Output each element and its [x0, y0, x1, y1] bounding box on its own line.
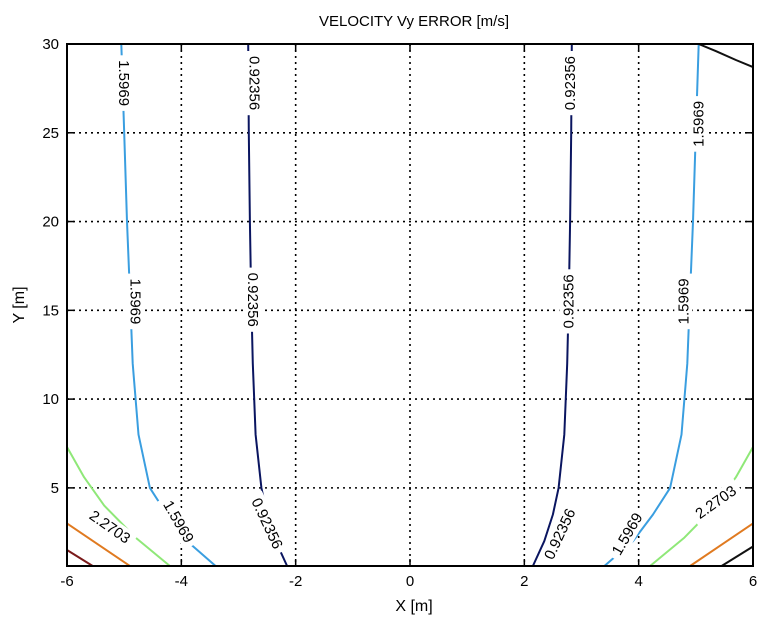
contour-label-bg [245, 51, 264, 116]
contour-label-text: 0.92356 [246, 56, 263, 110]
contour-label-text: 1.5969 [127, 278, 144, 324]
contour-label-bg [538, 501, 582, 567]
contour-label-text: 1.5969 [675, 278, 692, 324]
contour-line-5-0 [721, 545, 754, 567]
contour-label-bg [156, 493, 201, 551]
y-tick-label: 15 [42, 302, 59, 319]
x-axis-label: X [m] [395, 598, 432, 615]
contour-label-bg [81, 503, 138, 551]
y-tick-label: 30 [42, 36, 59, 53]
contour-line-2-0 [66, 446, 171, 567]
contour-label-0-4: 0.92356 [559, 269, 578, 334]
contour-label-bg [674, 273, 693, 330]
x-tick-label: -4 [175, 573, 188, 590]
contour-label-text: 0.92356 [560, 274, 577, 328]
contour-label-1-0: 1.5969 [115, 55, 134, 111]
x-tick-label: 4 [634, 573, 642, 590]
contour-line-1-1 [603, 43, 700, 567]
contour-line-4-0 [66, 549, 94, 567]
y-tick-label: 20 [42, 214, 59, 231]
x-tick-label: 6 [749, 573, 757, 590]
contour-label-bg [687, 478, 744, 526]
contour-label-bg [115, 55, 134, 111]
y-tick-label: 10 [42, 391, 59, 408]
contour-label-bg [689, 96, 708, 152]
contour-label-1-4: 1.5969 [674, 273, 693, 330]
contour-label-bg [245, 490, 289, 557]
x-tick-label: -2 [289, 573, 302, 590]
x-tick-label: -6 [60, 573, 73, 590]
contour-line-5-1 [698, 43, 754, 69]
contour-label-0-1: 0.92356 [243, 267, 262, 332]
x-tick-label: 0 [406, 573, 414, 590]
contour-label-bg [605, 505, 649, 563]
contour-label-1-5: 1.5969 [689, 96, 708, 152]
contour-label-text: 1.5969 [691, 101, 708, 147]
chart-title: VELOCITY Vy ERROR [m/s] [319, 13, 509, 30]
contour-line-3-1 [689, 522, 754, 567]
contour-label-bg [243, 267, 262, 332]
axis-ticks: -6 -4 -2 0 2 4 6 5 10 15 20 25 30 [42, 36, 757, 590]
y-axis-label: Y [m] [11, 286, 28, 323]
contour-line-0-1 [531, 43, 573, 567]
contour-label-1-1: 1.5969 [126, 273, 145, 330]
contour-label-bg [126, 273, 145, 330]
contour-label-0-0: 0.92356 [245, 51, 264, 116]
contour-line-3-0 [66, 522, 131, 567]
x-tick-label: 2 [520, 573, 528, 590]
contour-label-text: 0.92356 [244, 273, 261, 327]
contour-label-0-5: 0.92356 [561, 51, 580, 116]
contour-label-text: 1.5969 [115, 60, 132, 106]
y-tick-label: 25 [42, 125, 59, 142]
contour-label-text: 0.92356 [562, 56, 579, 110]
contour-label-bg [559, 269, 578, 334]
grid-lines [67, 44, 753, 566]
y-tick-label: 5 [51, 480, 59, 497]
contour-label-bg [561, 51, 580, 116]
